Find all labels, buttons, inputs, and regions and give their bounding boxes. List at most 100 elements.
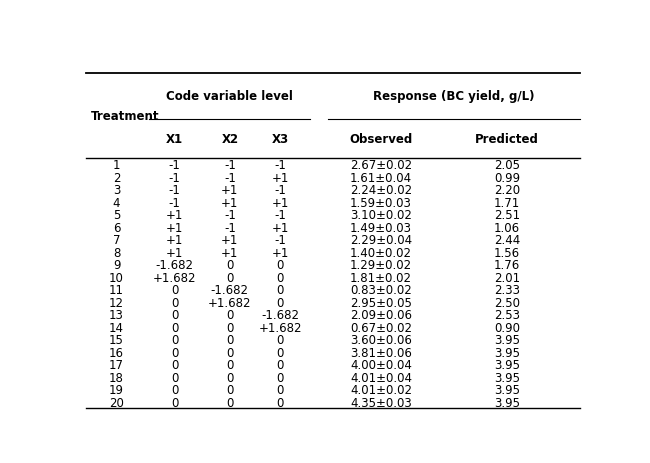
Text: 2.24±0.02: 2.24±0.02 <box>350 184 412 197</box>
Text: +1: +1 <box>221 246 239 259</box>
Text: -1: -1 <box>224 221 236 234</box>
Text: -1.682: -1.682 <box>261 308 299 321</box>
Text: 0: 0 <box>171 333 178 346</box>
Text: 0: 0 <box>226 333 233 346</box>
Text: 8: 8 <box>113 246 120 259</box>
Text: 0: 0 <box>226 371 233 384</box>
Text: Response (BC yield, g/L): Response (BC yield, g/L) <box>373 90 535 103</box>
Text: 0.83±0.02: 0.83±0.02 <box>350 283 412 296</box>
Text: 2.01: 2.01 <box>494 271 520 284</box>
Text: 0.99: 0.99 <box>494 171 520 184</box>
Text: +1: +1 <box>221 196 239 209</box>
Text: 16: 16 <box>109 346 124 359</box>
Text: -1: -1 <box>168 196 181 209</box>
Text: 3.60±0.06: 3.60±0.06 <box>350 333 412 346</box>
Text: 3.81±0.06: 3.81±0.06 <box>350 346 412 359</box>
Text: +1: +1 <box>166 233 183 246</box>
Text: 0: 0 <box>171 321 178 334</box>
Text: 3.10±0.02: 3.10±0.02 <box>350 209 412 222</box>
Text: -1: -1 <box>224 159 236 172</box>
Text: 1: 1 <box>112 159 120 172</box>
Text: 0.67±0.02: 0.67±0.02 <box>350 321 412 334</box>
Text: 6: 6 <box>112 221 120 234</box>
Text: 4.35±0.03: 4.35±0.03 <box>350 396 412 409</box>
Text: +1.682: +1.682 <box>259 321 302 334</box>
Text: 0: 0 <box>276 346 284 359</box>
Text: -1: -1 <box>274 233 286 246</box>
Text: X3: X3 <box>272 133 289 146</box>
Text: 0: 0 <box>171 396 178 409</box>
Text: 2.67±0.02: 2.67±0.02 <box>350 159 412 172</box>
Text: 0: 0 <box>276 383 284 396</box>
Text: 14: 14 <box>109 321 124 334</box>
Text: -1: -1 <box>168 171 181 184</box>
Text: 3.95: 3.95 <box>494 358 520 371</box>
Text: -1.682: -1.682 <box>155 258 194 271</box>
Text: -1: -1 <box>274 184 286 197</box>
Text: 1.40±0.02: 1.40±0.02 <box>350 246 412 259</box>
Text: 3.95: 3.95 <box>494 333 520 346</box>
Text: 1.71: 1.71 <box>494 196 520 209</box>
Text: 1.76: 1.76 <box>494 258 520 271</box>
Text: 2.09±0.06: 2.09±0.06 <box>350 308 412 321</box>
Text: +1: +1 <box>221 233 239 246</box>
Text: 0: 0 <box>226 358 233 371</box>
Text: -1: -1 <box>224 209 236 222</box>
Text: 4.00±0.04: 4.00±0.04 <box>350 358 412 371</box>
Text: 2.05: 2.05 <box>494 159 520 172</box>
Text: 4.01±0.04: 4.01±0.04 <box>350 371 412 384</box>
Text: 2.33: 2.33 <box>494 283 520 296</box>
Text: 5: 5 <box>113 209 120 222</box>
Text: 3.95: 3.95 <box>494 371 520 384</box>
Text: 0: 0 <box>171 383 178 396</box>
Text: 15: 15 <box>109 333 124 346</box>
Text: 0.90: 0.90 <box>494 321 520 334</box>
Text: 0: 0 <box>171 308 178 321</box>
Text: 18: 18 <box>109 371 124 384</box>
Text: 17: 17 <box>109 358 124 371</box>
Text: 0: 0 <box>276 283 284 296</box>
Text: 1.06: 1.06 <box>494 221 520 234</box>
Text: X1: X1 <box>166 133 183 146</box>
Text: Code variable level: Code variable level <box>166 90 293 103</box>
Text: Treatment: Treatment <box>91 110 160 123</box>
Text: 3.95: 3.95 <box>494 346 520 359</box>
Text: 0: 0 <box>276 296 284 309</box>
Text: 1.49±0.03: 1.49±0.03 <box>350 221 412 234</box>
Text: -1.682: -1.682 <box>211 283 249 296</box>
Text: 11: 11 <box>109 283 124 296</box>
Text: 0: 0 <box>276 271 284 284</box>
Text: -1: -1 <box>168 184 181 197</box>
Text: Observed: Observed <box>349 133 413 146</box>
Text: 20: 20 <box>109 396 124 409</box>
Text: 2: 2 <box>112 171 120 184</box>
Text: 2.29±0.04: 2.29±0.04 <box>350 233 412 246</box>
Text: 3: 3 <box>113 184 120 197</box>
Text: 0: 0 <box>226 308 233 321</box>
Text: 0: 0 <box>276 371 284 384</box>
Text: 1.29±0.02: 1.29±0.02 <box>350 258 412 271</box>
Text: 2.20: 2.20 <box>494 184 520 197</box>
Text: +1: +1 <box>166 209 183 222</box>
Text: 0: 0 <box>276 258 284 271</box>
Text: 2.44: 2.44 <box>494 233 520 246</box>
Text: +1.682: +1.682 <box>208 296 252 309</box>
Text: 0: 0 <box>226 271 233 284</box>
Text: 0: 0 <box>171 358 178 371</box>
Text: 0: 0 <box>171 371 178 384</box>
Text: 1.59±0.03: 1.59±0.03 <box>350 196 412 209</box>
Text: 3.95: 3.95 <box>494 383 520 396</box>
Text: 2.95±0.05: 2.95±0.05 <box>350 296 412 309</box>
Text: +1: +1 <box>166 246 183 259</box>
Text: 7: 7 <box>112 233 120 246</box>
Text: -1: -1 <box>168 159 181 172</box>
Text: 3.95: 3.95 <box>494 396 520 409</box>
Text: 19: 19 <box>109 383 124 396</box>
Text: 2.51: 2.51 <box>494 209 520 222</box>
Text: 9: 9 <box>112 258 120 271</box>
Text: 0: 0 <box>171 283 178 296</box>
Text: 2.53: 2.53 <box>494 308 520 321</box>
Text: Predicted: Predicted <box>475 133 539 146</box>
Text: 4: 4 <box>112 196 120 209</box>
Text: 0: 0 <box>226 258 233 271</box>
